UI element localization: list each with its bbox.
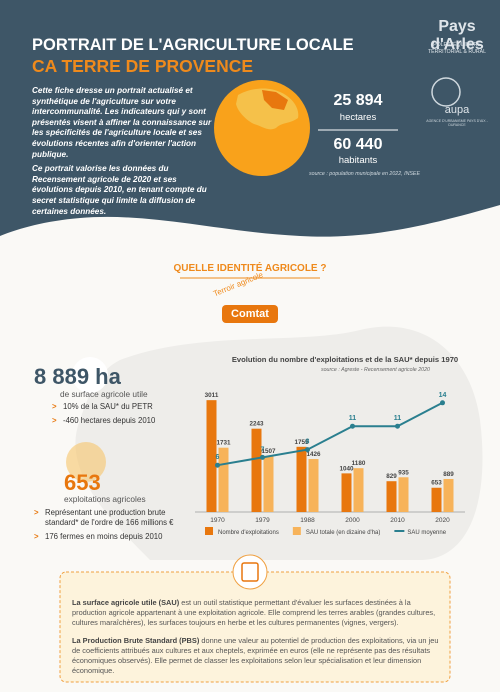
farms-bullets: Représentant une production brute standa… xyxy=(34,508,194,546)
glossary-icon xyxy=(232,554,268,590)
sau-bubble xyxy=(72,357,108,393)
legend-label: SAU totale (en dizaine d'ha) xyxy=(306,530,381,536)
bar xyxy=(308,459,319,512)
intro-paragraph: Cette fiche dresse un portrait actualisé… xyxy=(32,86,212,159)
bar-value-label: 1040 xyxy=(339,465,354,472)
line-value-label: 14 xyxy=(439,392,447,399)
terroir-value: Comtat xyxy=(222,305,278,323)
bar xyxy=(341,473,352,512)
bar xyxy=(353,468,364,512)
bar-value-label: 1755 xyxy=(294,439,309,446)
legend-swatch xyxy=(292,527,301,535)
bar-value-label: 935 xyxy=(398,469,409,476)
bar-value-label: 653 xyxy=(431,480,442,487)
legend-label: SAU moyenne xyxy=(407,530,446,536)
line-point xyxy=(305,447,310,453)
line-value-label: 7 xyxy=(261,446,265,453)
line-point xyxy=(215,462,220,468)
line-point xyxy=(350,423,355,429)
line-value-label: 8 xyxy=(306,439,310,446)
bar xyxy=(251,428,262,512)
logo-tagline: AGENCE D'URBANISME PAYS D'AIX - DURANCE xyxy=(426,119,488,127)
logo-tagline: PÔLE D'ÉQUILIBRE TERRITORIAL & RURAL xyxy=(428,42,486,55)
bar-value-label: 1507 xyxy=(261,448,276,455)
bar xyxy=(431,487,442,512)
x-tick-label: 2000 xyxy=(345,517,360,524)
glossary-entry: La Production Brute Standard (PBS) donne… xyxy=(72,636,440,676)
bar xyxy=(443,478,454,512)
bar xyxy=(386,481,397,512)
section-title: QUELLE IDENTITÉ AGRICOLE ? xyxy=(173,263,327,274)
bullet: 10% de la SAU* du PETR xyxy=(52,402,192,412)
chart-title: Evolution du nombre d'exploitations et d… xyxy=(232,355,458,364)
intro-paragraph: Ce portrait valorise les données du Rece… xyxy=(32,164,207,216)
glossary-entry: La surface agricole utile (SAU) est un o… xyxy=(72,598,440,628)
x-tick-label: 1979 xyxy=(255,517,270,524)
farms-value: 653 xyxy=(64,470,101,495)
bar xyxy=(263,456,274,512)
sau-bullets: 10% de la SAU* du PETR -460 hectares dep… xyxy=(52,402,192,430)
x-tick-label: 2010 xyxy=(390,517,405,524)
subtitle: CA TERRE DE PROVENCE xyxy=(32,56,254,76)
logo-name: Pays d'Arles xyxy=(430,18,484,53)
glossary-term: La Production Brute Standard (PBS) xyxy=(72,636,200,645)
bullet: -460 hectares depuis 2010 xyxy=(52,416,192,426)
glossary-term: La surface agricole utile (SAU) xyxy=(72,598,180,607)
bullet: 176 fermes en moins depuis 2010 xyxy=(34,532,194,542)
chart: Evolution du nombre d'exploitations et d… xyxy=(195,355,465,536)
bar-value-label: 829 xyxy=(386,473,397,480)
line-value-label: 6 xyxy=(216,454,220,461)
stat-source: source : population municipale en 2022, … xyxy=(308,171,420,177)
logo-mark xyxy=(431,77,461,107)
bar xyxy=(218,447,229,512)
line-value-label: 11 xyxy=(349,415,357,422)
glossary-box xyxy=(59,571,451,683)
farms-label: exploitations agricoles xyxy=(64,494,146,504)
glossary-icon-book xyxy=(241,562,259,582)
line-value-label: 11 xyxy=(394,415,402,422)
line-point xyxy=(440,400,445,406)
bar-value-label: 3011 xyxy=(205,392,219,399)
bar-value-label: 2243 xyxy=(249,421,264,428)
x-tick-label: 2020 xyxy=(435,517,450,524)
bar-value-label: 1180 xyxy=(352,460,366,467)
line-point xyxy=(395,423,400,429)
bar-value-label: 1426 xyxy=(306,451,321,458)
x-tick-label: 1970 xyxy=(210,517,225,524)
farms-bubble xyxy=(66,442,106,482)
intro: Cette fiche dresse un portrait actualisé… xyxy=(32,86,214,221)
bar xyxy=(296,446,307,512)
glossary-text: est un outil statistique permettant d'év… xyxy=(72,598,436,627)
bar-value-label: 889 xyxy=(443,471,454,478)
bar xyxy=(206,400,217,512)
stat-value: 60 440 xyxy=(333,136,383,153)
stat-value: 25 894 xyxy=(333,92,383,109)
title: PORTRAIT DE L'AGRICULTURE LOCALE xyxy=(32,36,354,54)
legend-label: Nombre d'exploitations xyxy=(218,530,279,536)
stat-unit: hectares xyxy=(339,112,377,123)
logo-name: aupa xyxy=(444,104,470,116)
stat-unit: habitants xyxy=(338,155,378,166)
glossary: La surface agricole utile (SAU) est un o… xyxy=(72,598,440,684)
bullet: Représentant une production brute standa… xyxy=(34,508,194,528)
glossary-text: donne une valeur au potentiel de product… xyxy=(72,636,439,675)
sau-label: de surface agricole utile xyxy=(60,389,148,399)
legend-swatch xyxy=(205,527,213,535)
x-tick-label: 1988 xyxy=(300,517,315,524)
map-silhouette xyxy=(75,326,483,560)
chart-source: source : Agreste - Recensement agricole … xyxy=(321,367,430,373)
line-point xyxy=(260,454,265,460)
bar xyxy=(398,477,409,512)
line xyxy=(217,401,443,467)
bar-value-label: 1731 xyxy=(216,440,231,447)
sau-value: 8 889 ha xyxy=(34,364,121,389)
map-highlight xyxy=(262,90,288,110)
